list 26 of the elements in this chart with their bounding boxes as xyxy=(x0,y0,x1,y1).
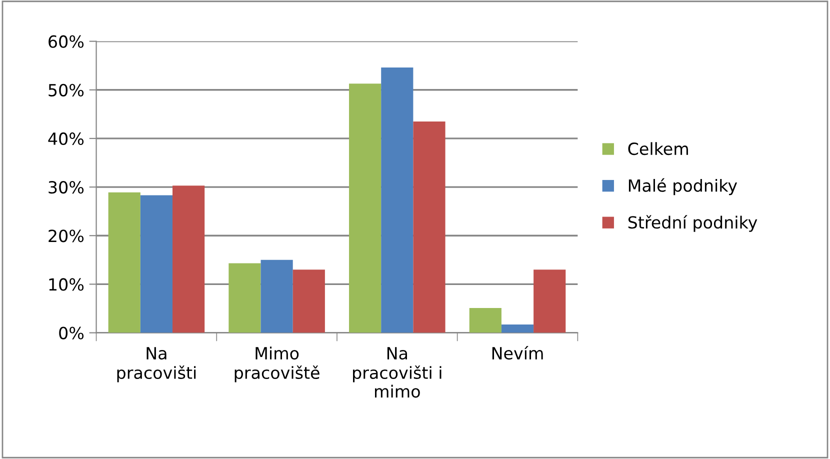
y-tick-label: 60% xyxy=(48,35,84,48)
x-tick-label: Na pracovišti i mimo xyxy=(353,347,442,398)
y-tick-label: 50% xyxy=(48,84,84,96)
legend-label: Střední podniky xyxy=(628,215,758,232)
bar xyxy=(172,186,205,333)
bar xyxy=(501,324,534,333)
x-tick-label: Nevím xyxy=(492,346,543,360)
y-tick-label: 30% xyxy=(48,181,84,194)
bar xyxy=(140,195,172,333)
y-tick-label: 10% xyxy=(49,278,84,291)
bar xyxy=(260,260,293,333)
bar xyxy=(292,270,325,333)
y-tick-label: 40% xyxy=(48,132,84,146)
bar xyxy=(534,270,566,333)
x-tick-label: Mimo pracoviště xyxy=(234,346,320,382)
bar xyxy=(469,308,502,333)
legend-label: Celkem xyxy=(628,142,688,156)
bar xyxy=(381,68,414,333)
bar xyxy=(108,192,140,333)
y-tick-label: 20% xyxy=(48,230,84,242)
legend-label: Malé podniky xyxy=(628,178,738,196)
bar xyxy=(413,121,446,333)
bar xyxy=(349,84,382,333)
x-tick-label: Na pracovišti xyxy=(117,347,196,382)
y-tick-label: 0% xyxy=(59,326,84,340)
bar xyxy=(228,263,261,333)
